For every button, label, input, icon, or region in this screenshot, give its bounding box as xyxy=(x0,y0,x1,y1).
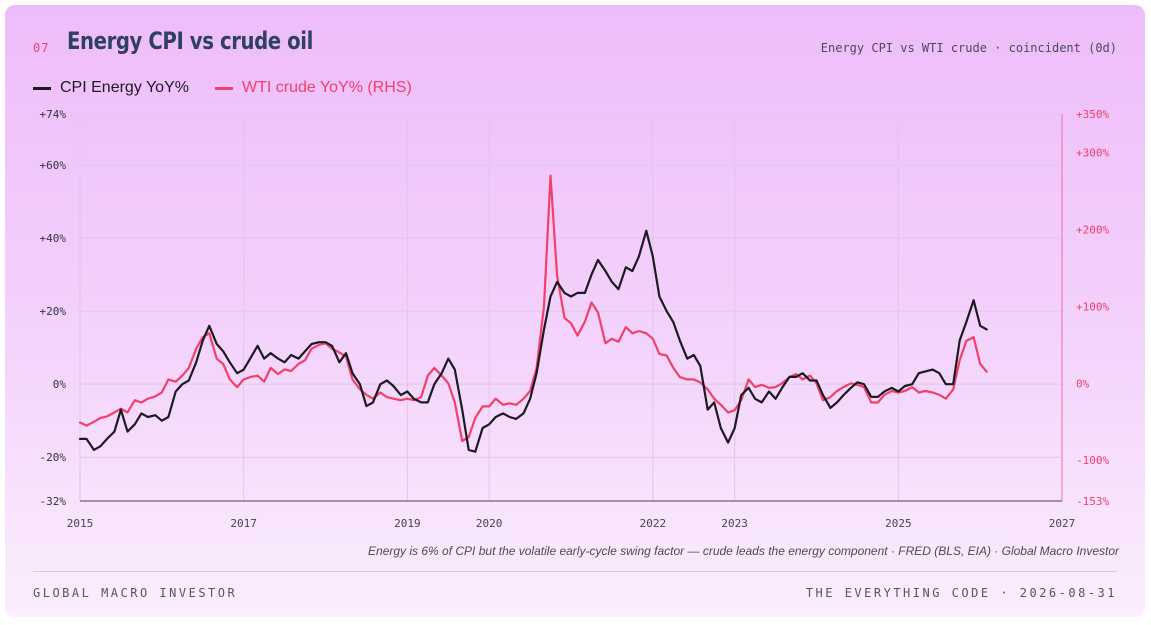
legend-item-cpi: CPI Energy YoY% xyxy=(33,79,189,97)
chart-subtitle: Energy CPI vs WTI crude · coincident (0d… xyxy=(820,41,1117,55)
y-right-tick-label: +350% xyxy=(1076,108,1109,121)
y-left-tick-label: +20% xyxy=(40,305,67,318)
legend-label-wti: WTI crude YoY% (RHS) xyxy=(241,79,412,96)
y-right-tick-label: +100% xyxy=(1076,300,1109,313)
chart-legend: CPI Energy YoY% WTI crude YoY% (RHS) xyxy=(33,79,412,97)
y-right-tick-label: -100% xyxy=(1076,454,1109,467)
y-left-tick-label: -32% xyxy=(40,495,67,508)
x-tick-label: 2017 xyxy=(230,517,257,530)
series-lines xyxy=(78,174,988,453)
series-line-cpi xyxy=(78,229,988,453)
y-left-tick-label: 0% xyxy=(53,378,67,391)
y-right-tick-label: +300% xyxy=(1076,146,1109,159)
x-tick-label: 2025 xyxy=(885,517,912,530)
x-tick-label: 2020 xyxy=(476,517,503,530)
x-tick-label: 2023 xyxy=(721,517,748,530)
chart-number: 07 xyxy=(33,41,50,55)
legend-label-cpi: CPI Energy YoY% xyxy=(60,79,189,96)
series-line-wti xyxy=(78,174,988,443)
footer-brand: GLOBAL MACRO INVESTOR xyxy=(33,586,238,600)
y-left-tick-label: -20% xyxy=(40,451,67,464)
x-tick-label: 2019 xyxy=(394,517,421,530)
y-right-tick-label: -153% xyxy=(1076,495,1109,508)
y-left-tick-label: +60% xyxy=(40,159,67,172)
tick-labels: 2015 2017 2019 2020 2022 2023 2025 2027 -32% -20%… xyxy=(40,108,1110,530)
x-tick-label: 2027 xyxy=(1049,517,1076,530)
legend-item-wti: WTI crude YoY% (RHS) xyxy=(214,79,412,97)
chart-caption: Energy is 6% of CPI but the volatile ear… xyxy=(368,544,1119,558)
footer-edition: THE EVERYTHING CODE · 2026-08-31 xyxy=(805,586,1117,600)
y-right-tick-label: +200% xyxy=(1076,223,1109,236)
x-tick-label: 2015 xyxy=(67,517,94,530)
legend-swatch-wti xyxy=(214,86,233,90)
y-left-tick-label: +74% xyxy=(40,108,67,121)
chart-title: Energy CPI vs crude oil xyxy=(67,27,313,55)
y-right-tick-label: 0% xyxy=(1076,377,1090,390)
axes xyxy=(80,114,1063,502)
footer-divider xyxy=(33,571,1117,572)
x-tick-label: 2022 xyxy=(640,517,667,530)
grid-lines xyxy=(79,113,1063,501)
y-left-tick-label: +40% xyxy=(40,232,67,245)
legend-swatch-cpi xyxy=(33,86,51,90)
